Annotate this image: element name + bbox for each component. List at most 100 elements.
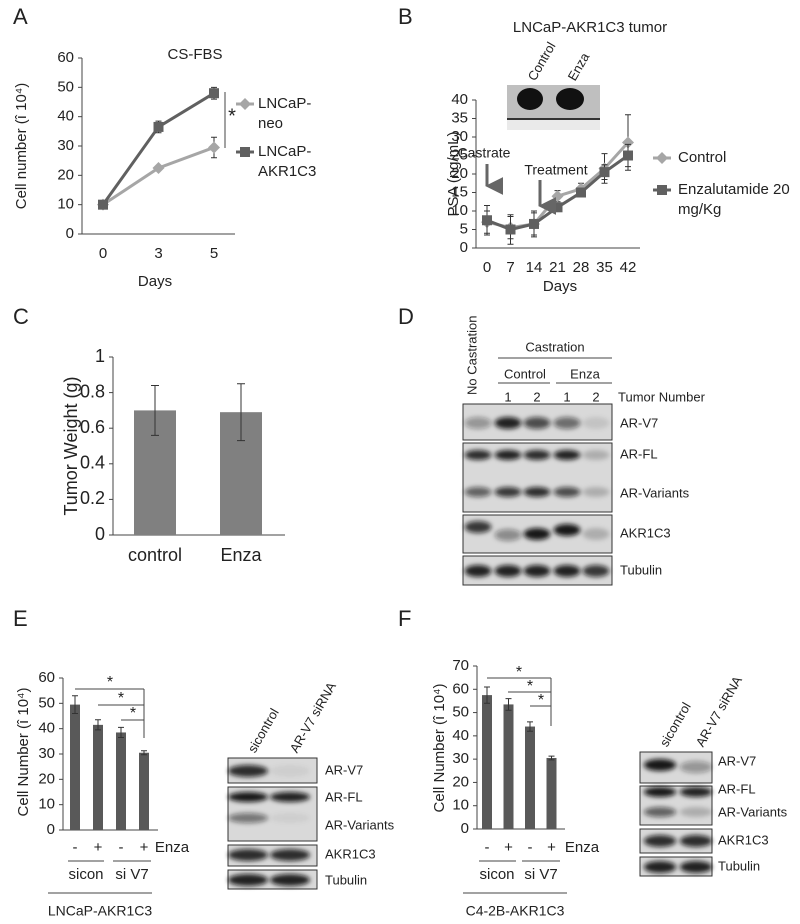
line [101, 91, 215, 206]
blot-band [464, 450, 492, 460]
blot-band [679, 761, 713, 773]
x-tick-label: 3 [154, 245, 162, 262]
legend-label: Control [678, 149, 727, 166]
y-tick-label: 5 [460, 220, 468, 237]
bar [139, 752, 149, 830]
y-axis-label: Tumor Weight (g) [61, 376, 81, 515]
y-tick-label: 20 [57, 166, 74, 183]
blot-lane: sicontrol [657, 700, 694, 750]
group-label: si V7 [524, 866, 557, 883]
blot-band [227, 765, 269, 777]
blot-row-label: AKR1C3 [718, 832, 769, 847]
blot-row-label: AR-FL [718, 781, 756, 796]
x-tick-label: 7 [506, 259, 514, 276]
error-bar [118, 726, 124, 739]
blot-band [494, 417, 522, 429]
point [623, 150, 633, 161]
point [98, 199, 108, 210]
panel-label: C [13, 304, 29, 329]
blot-lanes-title: Tumor Number [618, 389, 706, 404]
y-tick-label: 50 [57, 78, 74, 95]
point [599, 167, 610, 178]
group-label: sicon [68, 866, 103, 883]
blot-band [464, 521, 492, 533]
panel-label: F [398, 606, 411, 631]
x-tick-label: - [485, 839, 490, 856]
blot-band [553, 417, 581, 429]
blot-band [494, 450, 522, 460]
x-tick-label: 0 [99, 245, 107, 262]
bar [525, 726, 535, 829]
y-tick-label: 10 [452, 797, 469, 814]
point [529, 218, 539, 229]
point [152, 162, 165, 174]
y-tick-label: 0.2 [80, 488, 105, 508]
line [102, 146, 215, 206]
legend-label: Enzalutamide 20 mg/Kg [678, 181, 790, 218]
blot-band [582, 565, 610, 577]
y-tick-label: 35 [451, 109, 468, 126]
blot-band [679, 861, 713, 873]
blot-band [582, 528, 610, 540]
blot-band [269, 765, 311, 777]
y-tick-label: 60 [57, 49, 74, 66]
x-tick-label: + [94, 839, 103, 856]
legend-marker [239, 98, 251, 110]
y-tick-label: 0.6 [80, 417, 105, 437]
blot-band [269, 849, 311, 861]
y-axis-label: Cell number (î 10⁴) [13, 83, 30, 210]
legend-label: LNCaP-AKR1C3 [258, 143, 317, 180]
y-tick-label: 30 [38, 745, 55, 762]
blot-row-label: AR-FL [325, 789, 363, 804]
blot-band [227, 813, 269, 823]
bar [503, 704, 514, 829]
x-tick-label: 21 [549, 259, 566, 276]
x-tick-label: + [140, 839, 149, 856]
blot-group: Control [504, 366, 546, 381]
error-bar [527, 721, 533, 732]
y-tick-label: 50 [452, 704, 469, 721]
blot-row-label: AR-Variants [718, 804, 788, 819]
blot-lane: 1 [563, 389, 570, 404]
y-tick-label: 60 [38, 669, 55, 686]
blot-band [523, 487, 551, 497]
x-tick-label: 28 [573, 259, 590, 276]
point [153, 121, 164, 132]
blot-band [643, 861, 677, 873]
x-axis-label: Days [543, 278, 577, 295]
error-bar [484, 686, 490, 704]
blot-band [582, 450, 610, 460]
panel-label: A [13, 4, 28, 29]
blot-band [494, 529, 522, 541]
blot-band [464, 417, 492, 429]
y-tick-label: 10 [38, 796, 55, 813]
blot-band [494, 487, 522, 497]
y-tick-label: 40 [57, 108, 74, 125]
annotation: Castrate [458, 145, 511, 161]
legend-label: LNCaP-neo [258, 95, 312, 132]
y-tick-label: 10 [451, 202, 468, 219]
blot-band [523, 450, 551, 460]
bar [70, 704, 80, 830]
blot-band [553, 524, 581, 536]
y-tick-label: 70 [452, 657, 469, 674]
y-tick-label: 0 [47, 821, 55, 838]
y-tick-label: 10 [57, 196, 74, 213]
blot-row-label: AR-FL [620, 446, 658, 461]
error-bar [151, 384, 159, 436]
error-bar [548, 755, 555, 761]
legend-marker [656, 152, 668, 164]
annotation: * [107, 674, 113, 691]
panel-label: E [13, 606, 28, 631]
y-tick-label: 20 [452, 773, 469, 790]
bar [93, 724, 103, 830]
bar [482, 695, 492, 829]
blot-row-label: Tubulin [325, 872, 367, 887]
y-axis-label: Cell Number (î 10⁴) [15, 688, 32, 817]
error-bar [505, 698, 512, 711]
blot-band [643, 807, 677, 817]
blot-row-label: AR-Variants [620, 485, 690, 500]
x-axis-label: Enza [155, 839, 190, 856]
